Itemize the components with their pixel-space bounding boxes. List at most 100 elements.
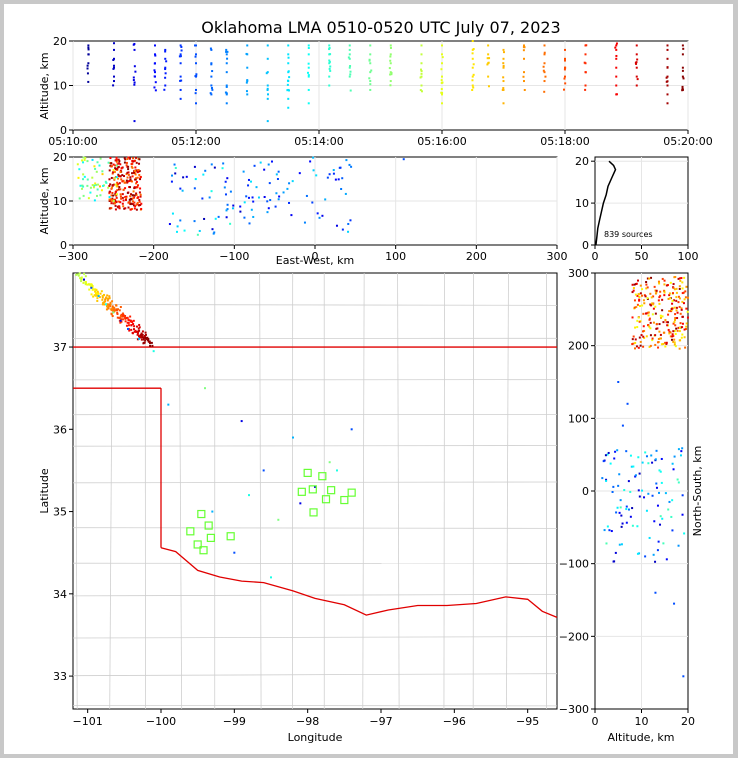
source-point	[82, 185, 85, 188]
source-point	[681, 315, 684, 318]
source-point	[142, 337, 145, 340]
source-point	[369, 80, 372, 83]
source-point	[307, 66, 310, 69]
source-point	[502, 57, 505, 60]
source-point	[685, 285, 688, 288]
source-point	[389, 53, 392, 56]
source-point	[660, 343, 663, 346]
source-point	[108, 196, 111, 199]
source-point	[225, 48, 228, 51]
source-point	[108, 162, 111, 165]
lma-station-marker	[193, 540, 202, 549]
source-point	[639, 284, 642, 287]
source-point	[164, 48, 167, 51]
source-point	[664, 345, 667, 348]
source-point	[225, 50, 228, 53]
source-point	[676, 329, 679, 332]
source-point	[113, 42, 115, 45]
source-point	[663, 294, 666, 297]
source-point	[671, 529, 674, 532]
lma-station-marker	[199, 546, 208, 555]
source-point	[671, 335, 674, 338]
source-point	[194, 178, 197, 181]
source-point	[667, 297, 670, 300]
source-point	[471, 52, 474, 55]
x-tick-label: 0	[312, 250, 319, 263]
source-point	[312, 169, 315, 172]
source-point	[286, 187, 289, 190]
source-point	[133, 83, 136, 86]
panel-altitude-eastwest-grid	[72, 157, 558, 245]
source-point	[606, 453, 609, 456]
source-point	[266, 93, 269, 96]
source-point	[213, 231, 216, 234]
source-point	[673, 288, 676, 291]
source-point	[119, 195, 122, 198]
source-point	[615, 57, 618, 60]
source-point	[661, 298, 664, 301]
source-point	[96, 299, 99, 302]
source-point	[611, 490, 614, 493]
source-point	[328, 47, 331, 50]
source-point	[100, 290, 103, 293]
source-point	[681, 66, 684, 69]
source-point	[225, 102, 228, 105]
source-point	[112, 171, 115, 174]
source-point	[639, 340, 642, 343]
source-point	[307, 88, 310, 91]
source-point	[636, 525, 639, 528]
source-point	[110, 187, 113, 190]
source-point	[673, 602, 676, 605]
source-point	[194, 44, 197, 47]
source-point	[130, 180, 133, 183]
panel-altitude-time-ticks: 05:10:00 05:12:00 05:14:00 05:16:00 05:18:00…	[48, 35, 712, 148]
source-point	[119, 306, 122, 309]
source-point	[121, 166, 124, 169]
source-point	[122, 315, 125, 318]
source-point	[627, 480, 630, 483]
source-point	[647, 314, 650, 317]
source-point	[266, 44, 269, 47]
source-point	[251, 196, 254, 199]
source-point	[119, 163, 122, 166]
panel-plan-view-marks	[75, 272, 356, 579]
source-point	[87, 44, 90, 47]
source-point	[605, 479, 608, 482]
source-point	[88, 283, 91, 286]
source-point	[108, 296, 111, 299]
source-point	[108, 199, 111, 202]
source-point	[291, 180, 294, 183]
source-point	[368, 58, 371, 61]
source-point	[101, 298, 104, 301]
source-point	[128, 157, 131, 160]
source-point	[115, 196, 118, 199]
source-point	[170, 180, 173, 183]
source-point	[635, 283, 638, 286]
source-point	[677, 277, 680, 280]
source-point	[642, 345, 645, 348]
source-point	[92, 295, 95, 298]
source-point	[637, 456, 640, 459]
source-point	[112, 194, 115, 197]
y-tick-label: 37	[53, 341, 67, 354]
y-tick-label: 10	[575, 197, 589, 210]
source-point	[114, 309, 117, 312]
source-point	[682, 675, 685, 678]
source-point	[130, 328, 133, 331]
source-point	[144, 339, 147, 342]
source-point	[133, 48, 136, 51]
source-point	[129, 315, 132, 318]
source-point	[487, 61, 490, 64]
source-point	[683, 336, 686, 339]
panel-altitude-histogram-marks	[595, 160, 617, 246]
source-point	[211, 88, 214, 91]
source-point	[671, 299, 674, 302]
source-point	[335, 224, 338, 227]
source-point	[543, 51, 546, 54]
source-point	[118, 207, 121, 210]
source-point	[389, 55, 392, 58]
source-point	[114, 168, 117, 171]
source-point	[307, 44, 310, 47]
source-point	[389, 59, 392, 62]
source-point	[122, 313, 125, 316]
